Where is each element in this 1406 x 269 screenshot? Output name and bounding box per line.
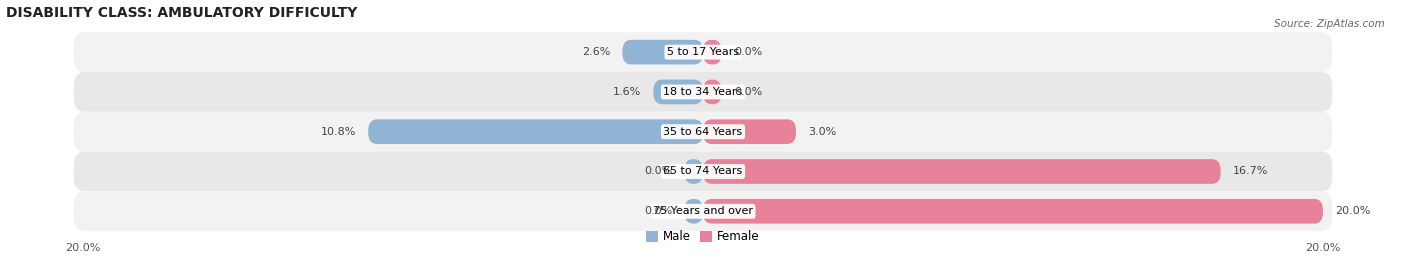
Legend: Male, Female: Male, Female [641, 226, 765, 248]
Text: Source: ZipAtlas.com: Source: ZipAtlas.com [1274, 19, 1385, 29]
FancyBboxPatch shape [703, 40, 721, 65]
Text: 20.0%: 20.0% [1336, 206, 1371, 216]
FancyBboxPatch shape [703, 119, 796, 144]
Text: 35 to 64 Years: 35 to 64 Years [664, 127, 742, 137]
Text: 0.0%: 0.0% [644, 206, 672, 216]
Text: 1.6%: 1.6% [613, 87, 641, 97]
Text: 75 Years and over: 75 Years and over [652, 206, 754, 216]
Text: 5 to 17 Years: 5 to 17 Years [666, 47, 740, 57]
Text: 16.7%: 16.7% [1233, 167, 1268, 176]
FancyBboxPatch shape [703, 199, 1323, 224]
FancyBboxPatch shape [73, 112, 1333, 152]
FancyBboxPatch shape [623, 40, 703, 65]
Text: 2.6%: 2.6% [582, 47, 610, 57]
Text: 0.0%: 0.0% [734, 47, 762, 57]
FancyBboxPatch shape [703, 159, 1220, 184]
FancyBboxPatch shape [703, 80, 721, 104]
Text: 10.8%: 10.8% [321, 127, 356, 137]
Text: 0.0%: 0.0% [644, 167, 672, 176]
FancyBboxPatch shape [73, 152, 1333, 191]
FancyBboxPatch shape [685, 159, 703, 184]
Text: DISABILITY CLASS: AMBULATORY DIFFICULTY: DISABILITY CLASS: AMBULATORY DIFFICULTY [6, 6, 357, 20]
Text: 3.0%: 3.0% [808, 127, 837, 137]
FancyBboxPatch shape [368, 119, 703, 144]
Text: 65 to 74 Years: 65 to 74 Years [664, 167, 742, 176]
FancyBboxPatch shape [73, 32, 1333, 72]
FancyBboxPatch shape [73, 191, 1333, 231]
Text: 18 to 34 Years: 18 to 34 Years [664, 87, 742, 97]
FancyBboxPatch shape [73, 72, 1333, 112]
Text: 0.0%: 0.0% [734, 87, 762, 97]
FancyBboxPatch shape [654, 80, 703, 104]
FancyBboxPatch shape [685, 199, 703, 224]
